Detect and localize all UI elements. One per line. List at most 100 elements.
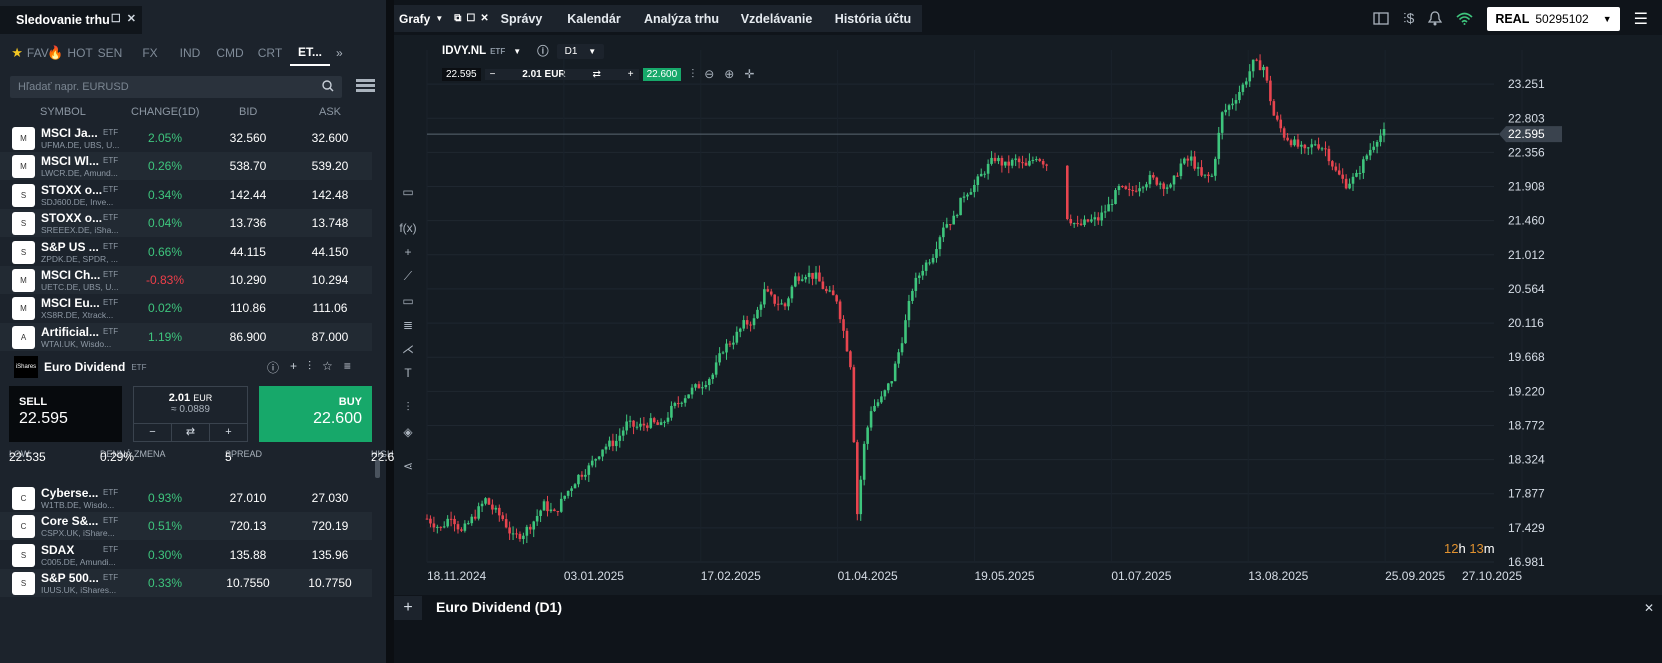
row-bid[interactable]: 538.70 [229, 159, 267, 174]
row-bid[interactable]: 86.900 [229, 329, 267, 344]
row-bid[interactable]: 142.44 [229, 187, 267, 202]
row-bid[interactable]: 13.736 [229, 216, 267, 231]
watchlist-row[interactable]: M MSCI Ja... ETF UFMA.DE, UBS, U... 2.05% 32.… [0, 124, 372, 152]
tab-spravy[interactable]: Správy [489, 5, 554, 32]
layout-icon[interactable] [1373, 12, 1389, 25]
zoom-in-icon[interactable]: ⊕ [724, 67, 735, 81]
pitchfork-tool-icon[interactable]: ⋌ [402, 342, 414, 356]
tab-kalendar[interactable]: Kalendár [554, 5, 634, 32]
close-icon[interactable]: ✕ [126, 13, 136, 25]
scrollbar[interactable] [375, 460, 380, 478]
category-tab[interactable]: 🔥 HOT [47, 45, 93, 61]
price-alerts-icon[interactable]: ⫶$ [1403, 10, 1415, 26]
row-ask[interactable]: 135.96 [311, 547, 349, 562]
swap-icon[interactable]: ⇄ [592, 68, 601, 80]
account-selector[interactable]: REAL 50295102 ▼ [1487, 6, 1620, 31]
chart-qty-stepper[interactable]: − 2.01 EUR ⇄ + [484, 68, 639, 80]
tab-vzdelavanie[interactable]: Vzdelávanie [729, 5, 824, 32]
watchlist-row[interactable]: S S&P US ... ETF ZPDK.DE, SPDR, ... 0.66% 44.… [0, 238, 372, 266]
quantity-stepper[interactable]: 2.01 EUR ≈ 0.0889 − ⇄ + [133, 386, 248, 442]
watchlist-row[interactable]: M MSCI Ch... ETF UETC.DE, UBS, U... -0.83% 10… [0, 266, 372, 294]
row-ask[interactable]: 111.06 [312, 301, 348, 316]
row-bid[interactable]: 10.7550 [226, 576, 270, 591]
minus-button[interactable]: − [489, 68, 496, 80]
bell-icon[interactable] [1428, 11, 1443, 26]
watchlist-row[interactable]: A Artificial... ETF WTAI.UK, Wisdo... 1.19% 8… [0, 322, 372, 351]
info-icon[interactable]: ⓘ [537, 46, 549, 58]
watchlist-row[interactable]: S SDAX ETF C005.DE, Amundi... 0.30% 135.88 135… [0, 541, 372, 569]
row-ask[interactable]: 10.7750 [308, 576, 352, 591]
chart-sell-button[interactable]: 22.595 [442, 67, 481, 81]
watchlist-row[interactable]: M MSCI Eu... ETF XS8R.DE, Xtrack... 0.02% 110… [0, 294, 372, 322]
row-ask[interactable]: 142.48 [311, 187, 349, 202]
category-tab[interactable]: FX [130, 46, 170, 60]
add-list-icon[interactable]: ≡ [343, 359, 351, 373]
tab-grafy[interactable]: Grafy ▼ ⧉ ☐ ✕ [394, 5, 489, 32]
row-ask[interactable]: 13.748 [311, 216, 349, 231]
minus-button[interactable]: − [134, 424, 172, 441]
watchlist-row[interactable]: S STOXX o... ETF SDJ600.DE, Inve... 0.34% 142… [0, 181, 372, 209]
watchlist-row[interactable]: C Core S&... ETF CSPX.UK, iShare... 0.51% 720… [0, 512, 372, 541]
indicators-icon[interactable]: ⫶ [308, 359, 312, 373]
row-ask[interactable]: 44.150 [311, 244, 349, 259]
share-icon[interactable]: ⋖ [402, 459, 414, 473]
crosshair-tool-icon[interactable]: + [404, 245, 412, 259]
text-tool-icon[interactable]: T [404, 366, 412, 380]
row-ask[interactable]: 720.19 [311, 519, 349, 534]
buy-button[interactable]: BUY 22.600 [259, 386, 372, 442]
menu-icon[interactable]: ☰ [1633, 10, 1648, 28]
chart-area[interactable]: IDVY.NL ETF ▼ ⓘ D1 ▼ 22.595 − 2.01 EUR ⇄ + … [394, 35, 1662, 595]
category-tab[interactable]: ★ FAV [10, 45, 50, 61]
close-icon[interactable]: ✕ [1643, 601, 1654, 615]
maximize-icon[interactable]: ☐ [110, 13, 121, 25]
watchlist-row[interactable]: S S&P 500... ETF IUUS.UK, iShares... 0.33% 10… [0, 569, 372, 598]
crosshair-icon[interactable]: ✛ [744, 67, 755, 81]
swap-icon[interactable]: ⇄ [172, 424, 210, 441]
category-tab[interactable]: CMD [210, 46, 250, 60]
row-bid[interactable]: 32.560 [229, 131, 267, 145]
category-tab[interactable]: ET... [290, 40, 330, 66]
row-bid[interactable]: 720.13 [229, 519, 267, 534]
row-bid[interactable]: 110.86 [230, 301, 266, 316]
row-ask[interactable]: 539.20 [311, 159, 349, 174]
row-bid[interactable]: 135.88 [229, 547, 267, 562]
plus-button[interactable]: + [225, 426, 232, 438]
row-ask[interactable]: 32.600 [311, 131, 349, 145]
category-tab[interactable]: CRT [250, 46, 290, 60]
layers-icon[interactable]: ◈ [403, 425, 413, 439]
row-bid[interactable]: 10.290 [229, 273, 267, 287]
grid-view-icon[interactable] [356, 79, 375, 93]
row-bid[interactable]: 44.115 [230, 244, 266, 259]
star-icon[interactable]: ☆ [322, 359, 333, 373]
add-icon[interactable]: + [290, 359, 298, 373]
price-chart[interactable]: 23.251 22.803 22.356 21.908 21.460 21.012 20.5… [394, 35, 1662, 595]
row-ask[interactable]: 27.030 [311, 491, 349, 505]
tab-historia[interactable]: História účtu [824, 5, 922, 32]
close-icon[interactable]: ✕ [480, 13, 489, 24]
function-icon[interactable]: f(x) [399, 221, 417, 235]
indicator-tool-icon[interactable]: ⫶ [406, 400, 410, 414]
tab-analyza[interactable]: Analýza trhu [634, 5, 729, 32]
chevron-down-icon[interactable]: ▼ [513, 46, 522, 56]
row-ask[interactable]: 10.294 [311, 273, 349, 287]
plus-button[interactable]: + [627, 68, 634, 80]
maximize-icon[interactable]: ☐ [466, 13, 476, 24]
watchlist-tab[interactable]: Sledovanie trhu ☐ ✕ [0, 6, 142, 34]
category-tab[interactable]: SEN [90, 46, 130, 60]
chart-symbol[interactable]: IDVY.NL [442, 45, 487, 57]
info-icon[interactable]: ⓘ [267, 361, 280, 375]
category-tab[interactable]: IND [170, 46, 210, 60]
popout-icon[interactable]: ⧉ [454, 13, 462, 24]
watchlist-row[interactable]: M MSCI Wl... ETF LWCR.DE, Amund... 0.26% 538.… [0, 152, 372, 181]
fibonacci-tool-icon[interactable]: ≣ [402, 318, 414, 332]
timeframe-select[interactable]: D1 ▼ [556, 43, 605, 59]
zoom-out-icon[interactable]: ⊖ [704, 67, 715, 81]
row-bid[interactable]: 27.010 [229, 491, 267, 505]
indicators-icon[interactable]: ⫶ [691, 66, 695, 81]
watchlist-row[interactable]: S STOXX o... ETF SREEEX.DE, iSha... 0.04% 13.… [0, 209, 372, 238]
watchlist-row[interactable]: C Cyberse... ETF W1TB.DE, Wisdo... 0.93% 27.0… [0, 484, 372, 512]
rectangle-tool-icon[interactable]: ▭ [402, 294, 414, 308]
line-tool-icon[interactable]: ⟋ [403, 269, 413, 283]
chart-type-icon[interactable]: ▭ [402, 185, 414, 199]
search-input[interactable]: Hľadať napr. EURUSD [10, 76, 342, 98]
